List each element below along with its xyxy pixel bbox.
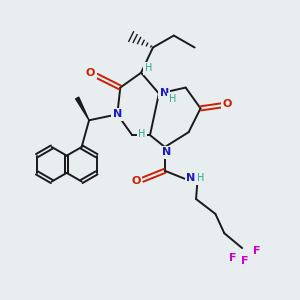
Text: H: H — [145, 63, 152, 73]
Text: O: O — [131, 176, 141, 186]
Polygon shape — [76, 97, 89, 120]
Text: N: N — [162, 147, 171, 158]
Text: H: H — [138, 129, 146, 139]
Text: N: N — [160, 88, 169, 98]
Text: N: N — [186, 173, 195, 183]
Text: H: H — [197, 173, 204, 183]
Text: F: F — [230, 254, 237, 263]
Text: H: H — [169, 94, 176, 104]
Text: F: F — [253, 246, 261, 256]
Text: O: O — [223, 99, 232, 109]
Text: N: N — [113, 109, 122, 119]
Text: O: O — [86, 68, 95, 78]
Text: F: F — [242, 256, 249, 266]
